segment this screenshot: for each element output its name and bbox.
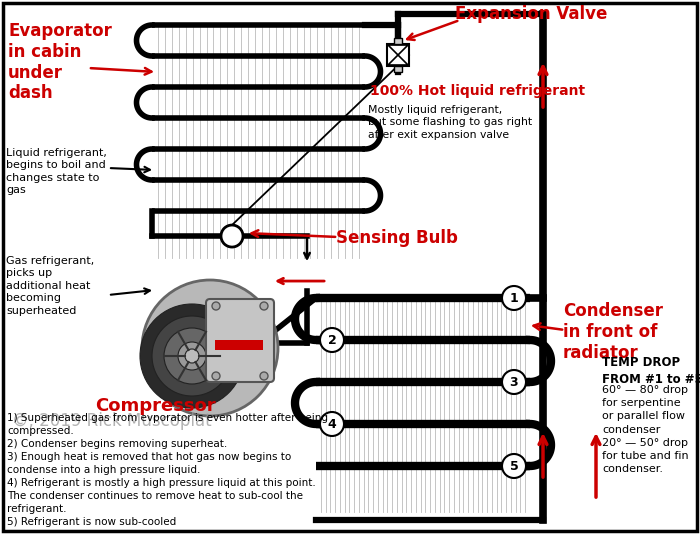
Text: 1) Superheated gas from evporator is even hotter after being: 1) Superheated gas from evporator is eve…	[7, 413, 328, 423]
Text: 60° — 80° drop
for serpentine
or parallel flow
condenser
20° — 50° drop
for tube: 60° — 80° drop for serpentine or paralle…	[602, 385, 689, 474]
Circle shape	[142, 280, 278, 416]
Bar	[387, 44, 409, 66]
Text: 3: 3	[510, 375, 518, 389]
Circle shape	[221, 225, 243, 247]
Bar	[394, 66, 402, 72]
Circle shape	[178, 342, 206, 370]
Bar	[394, 38, 402, 44]
Circle shape	[152, 316, 232, 396]
Text: refrigerant.: refrigerant.	[7, 504, 66, 514]
Circle shape	[320, 328, 344, 352]
Circle shape	[320, 412, 344, 436]
Text: 2: 2	[328, 334, 337, 347]
Text: Compressor: Compressor	[95, 397, 216, 415]
Circle shape	[260, 372, 268, 380]
Circle shape	[212, 302, 220, 310]
Text: 3) Enough heat is removed that hot gas now begins to: 3) Enough heat is removed that hot gas n…	[7, 452, 291, 462]
Text: Liquid refrigerant,
begins to boil and
changes state to
gas: Liquid refrigerant, begins to boil and c…	[6, 148, 107, 195]
Text: Sensing Bulb: Sensing Bulb	[336, 229, 458, 247]
Text: 2) Condenser begins removing superheat.: 2) Condenser begins removing superheat.	[7, 439, 228, 449]
Text: The condenser continues to remove heat to sub-cool the: The condenser continues to remove heat t…	[7, 491, 303, 501]
Text: Mostly liquid refrigerant,
but some flashing to gas right
after exit expansion v: Mostly liquid refrigerant, but some flas…	[368, 105, 532, 140]
Text: Gas refrigerant,
picks up
additional heat
becoming
superheated: Gas refrigerant, picks up additional hea…	[6, 256, 94, 316]
Text: Condenser
in front of
radiator: Condenser in front of radiator	[563, 302, 663, 362]
Circle shape	[185, 349, 199, 363]
Text: Evaporator
in cabin
under
dash: Evaporator in cabin under dash	[8, 22, 112, 103]
Text: TEMP DROP
FROM #1 to #5: TEMP DROP FROM #1 to #5	[602, 356, 700, 386]
Circle shape	[502, 370, 526, 394]
Circle shape	[212, 372, 220, 380]
Text: ©, 2019 Rick Muscoplat: ©, 2019 Rick Muscoplat	[12, 412, 211, 430]
Circle shape	[502, 286, 526, 310]
Circle shape	[502, 454, 526, 478]
FancyBboxPatch shape	[206, 299, 274, 382]
Bar	[215, 340, 263, 350]
Text: 4) Refrigerant is mostly a high pressure liquid at this point.: 4) Refrigerant is mostly a high pressure…	[7, 478, 316, 488]
Text: Expansion Valve: Expansion Valve	[455, 5, 608, 23]
Text: compressed.: compressed.	[7, 426, 74, 436]
Circle shape	[140, 304, 244, 408]
Text: condense into a high pressure liquid.: condense into a high pressure liquid.	[7, 465, 200, 475]
Circle shape	[260, 302, 268, 310]
Text: 5: 5	[510, 459, 519, 473]
Text: 5) Refrigerant is now sub-cooled: 5) Refrigerant is now sub-cooled	[7, 517, 176, 527]
Circle shape	[164, 328, 220, 384]
Text: 1: 1	[510, 292, 519, 304]
Text: 4: 4	[328, 418, 337, 430]
Text: 100% Hot liquid refrigerant: 100% Hot liquid refrigerant	[370, 84, 585, 98]
